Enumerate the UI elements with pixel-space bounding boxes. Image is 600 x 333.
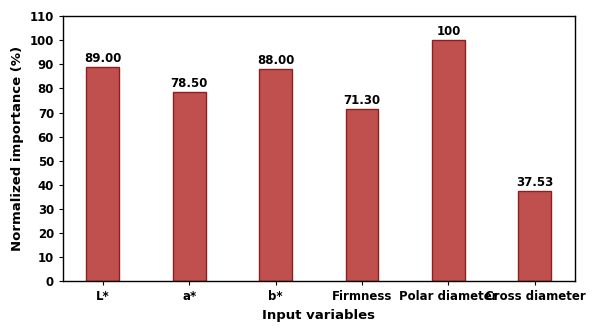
Bar <box>432 40 465 281</box>
X-axis label: Input variables: Input variables <box>262 309 376 322</box>
Bar <box>86 67 119 281</box>
Text: 37.53: 37.53 <box>516 176 554 189</box>
Text: 100: 100 <box>436 25 461 38</box>
Bar <box>346 110 379 281</box>
Text: 89.00: 89.00 <box>84 52 121 65</box>
Bar <box>518 191 551 281</box>
Text: 78.50: 78.50 <box>170 77 208 90</box>
Bar <box>259 69 292 281</box>
Y-axis label: Normalized importance (%): Normalized importance (%) <box>11 46 24 251</box>
Text: 88.00: 88.00 <box>257 54 294 67</box>
Bar <box>173 92 206 281</box>
Text: 71.30: 71.30 <box>343 95 380 108</box>
